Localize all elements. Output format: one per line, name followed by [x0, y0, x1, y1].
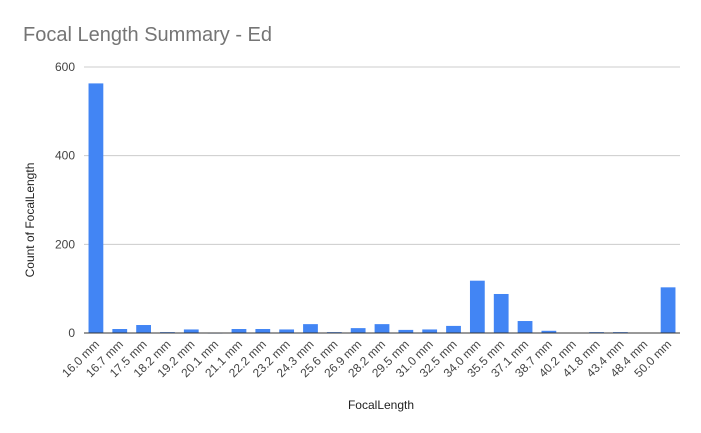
bar	[279, 329, 295, 333]
bar	[422, 329, 438, 333]
bar	[493, 293, 509, 333]
y-tick-label: 600	[55, 60, 75, 74]
bars	[88, 83, 676, 334]
y-axis-label: Count of FocalLength	[23, 163, 37, 278]
bar	[446, 325, 461, 333]
y-tick-label: 200	[55, 237, 75, 251]
y-tick-label: 400	[55, 149, 75, 163]
bar	[541, 330, 557, 333]
bar	[350, 328, 366, 333]
bar	[469, 280, 485, 333]
y-axis-ticks: 0 200 400 600	[55, 60, 75, 340]
bar	[136, 325, 151, 333]
bar	[231, 329, 247, 333]
bar	[303, 324, 318, 333]
bar	[660, 287, 676, 333]
bar	[517, 321, 533, 333]
bar	[255, 329, 271, 333]
y-tick-label: 0	[68, 326, 75, 340]
bar	[112, 329, 128, 333]
bar	[88, 83, 104, 333]
bar	[374, 324, 390, 333]
chart-title: Focal Length Summary - Ed	[23, 24, 272, 46]
bar	[398, 329, 414, 333]
x-axis-label: FocalLength	[348, 398, 414, 412]
bar	[183, 329, 199, 333]
gridlines	[84, 66, 680, 245]
